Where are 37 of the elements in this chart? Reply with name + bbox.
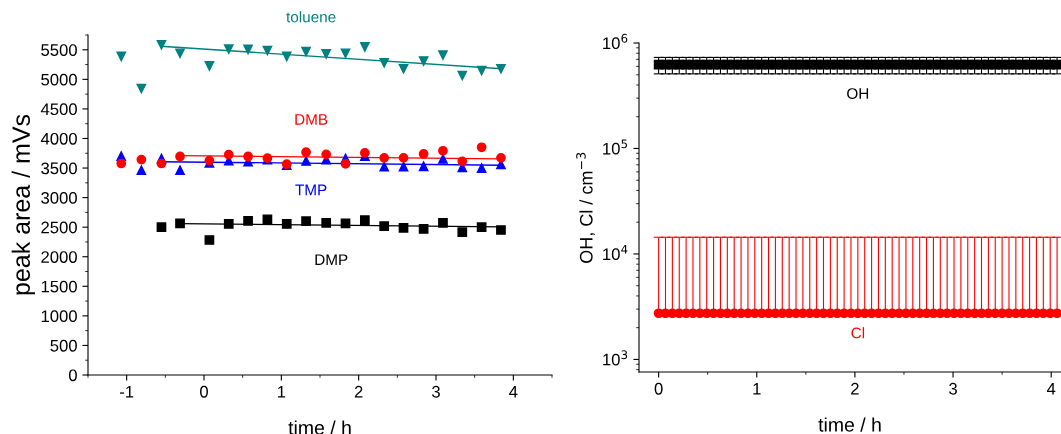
- x-tick-label: 3: [432, 385, 440, 398]
- x-tick-label: 0: [654, 382, 663, 395]
- series-label: Cl: [851, 327, 865, 339]
- x-tick-label: 4: [1046, 383, 1056, 395]
- y-tick-label: 2000: [41, 251, 77, 263]
- y-tick-label: 5500: [41, 44, 77, 56]
- y-tick-label: 4500: [40, 103, 77, 116]
- y-tick-label: 1000: [41, 310, 77, 323]
- series-label: toluene: [286, 11, 336, 23]
- y-tick-label: 4000: [40, 132, 77, 145]
- y-tick-label: 10$^{6}$: [603, 33, 628, 50]
- y-tick-label: 0: [68, 369, 77, 382]
- x-tick-label: 1: [277, 386, 286, 398]
- y-tick-label: 3000: [41, 192, 77, 204]
- x-axis-title: time / h: [288, 420, 351, 434]
- y-tick-label: 5000: [41, 73, 77, 86]
- x-axis-title: time / h: [818, 417, 881, 432]
- y-tick-label: 10$^{3}$: [603, 350, 628, 366]
- y-tick-label: 500: [50, 339, 77, 352]
- x-tick-label: 2: [851, 382, 859, 395]
- series-label: OH: [847, 88, 869, 99]
- y-tick-label: 2500: [41, 221, 77, 234]
- x-tick-label: 0: [200, 385, 208, 398]
- x-tick-label: -1: [120, 386, 134, 398]
- y-tick-label: 3500: [41, 162, 77, 175]
- y-tick-label: 10$^{5}$: [603, 139, 628, 155]
- y-tick-label: 1500: [41, 280, 77, 293]
- x-tick-label: 1: [753, 383, 761, 395]
- y-tick-label: 10$^{4}$: [603, 244, 628, 261]
- y-axis-title: peak area / mVs: [11, 114, 35, 295]
- x-tick-label: 4: [509, 386, 518, 398]
- series-label: DMB: [295, 114, 328, 125]
- series-label: DMP: [315, 254, 348, 265]
- x-tick-label: 3: [949, 382, 957, 395]
- series-label: TMP: [295, 184, 327, 196]
- y-axis-title: OH, Cl / cm$^{−3}$: [576, 152, 595, 263]
- x-tick-label: 2: [354, 385, 363, 398]
